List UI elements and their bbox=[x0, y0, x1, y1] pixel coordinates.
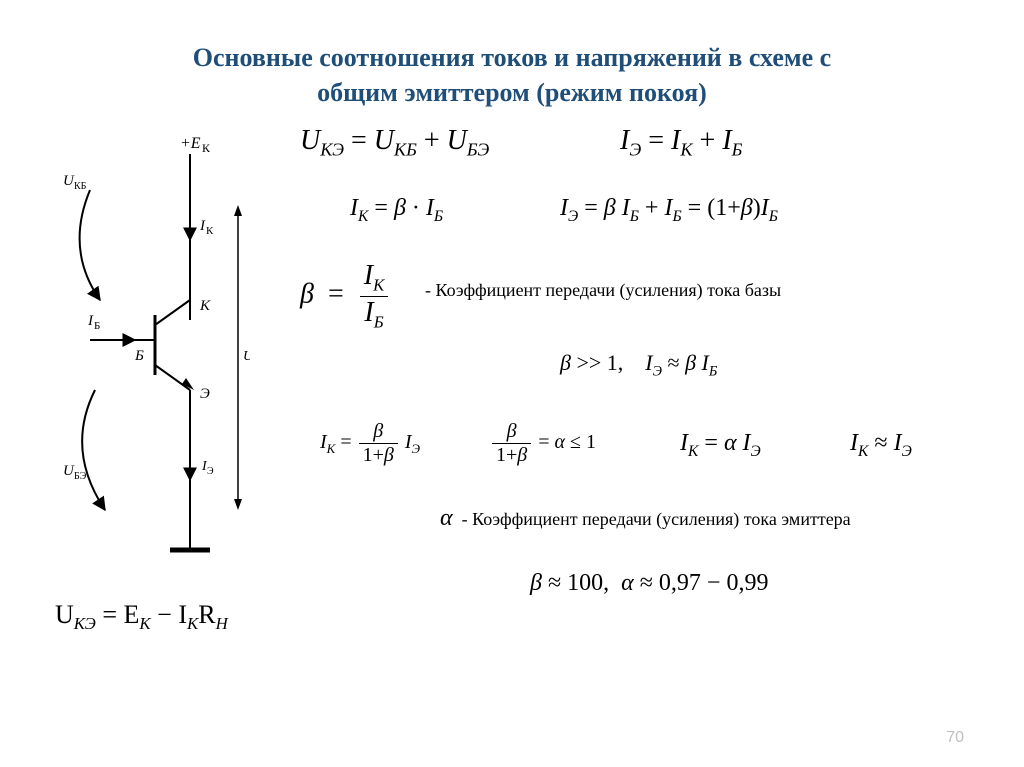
eq-alpha-def: β 1+β = α ≤ 1 bbox=[490, 420, 596, 467]
svg-text:КБ: КБ bbox=[74, 181, 87, 192]
note-alpha: α - Коэффициент передачи (усиления) тока… bbox=[440, 505, 851, 532]
eq-ik-alpha: IK = α IЭ bbox=[680, 430, 761, 461]
transistor-diagram: +E К I К U КБ I Б Б К Э U БЭ I bbox=[60, 130, 250, 590]
eq-ik-frac: IK = β 1+β IЭ bbox=[320, 420, 420, 467]
svg-text:Э: Э bbox=[200, 386, 210, 402]
svg-text:I: I bbox=[87, 313, 94, 329]
eq-ik-approx: IK ≈ IЭ bbox=[850, 430, 912, 461]
eq-beta-approx: β >> 1, IЭ ≈ β IБ bbox=[560, 350, 717, 380]
svg-text:I: I bbox=[199, 218, 206, 234]
svg-text:К: К bbox=[206, 225, 214, 237]
title-line-1: Основные соотношения токов и напряжений … bbox=[193, 43, 831, 72]
page-number: 70 bbox=[946, 729, 964, 747]
note-beta: - Коэффициент передачи (усиления) тока б… bbox=[425, 280, 781, 301]
svg-text:+E: +E bbox=[180, 135, 201, 152]
svg-text:Б: Б bbox=[134, 348, 144, 364]
eq-uke: UКЭ = UКБ + UБЭ bbox=[300, 125, 489, 161]
svg-text:К: К bbox=[202, 141, 211, 155]
eq-uke-kirchhoff: UКЭ = EK − IKRН bbox=[55, 600, 228, 634]
eq-ie-sum: IЭ = IK + IБ bbox=[620, 125, 742, 161]
svg-text:Э: Э bbox=[207, 466, 214, 477]
eq-beta-def: β = IK IБ bbox=[300, 260, 390, 332]
svg-text:К: К bbox=[199, 298, 211, 314]
title-line-2: общим эмиттером (режим покоя) bbox=[317, 78, 707, 107]
svg-text:Б: Б bbox=[94, 320, 100, 332]
svg-text:U: U bbox=[243, 349, 250, 364]
note-alpha-text: - Коэффициент передачи (усиления) тока э… bbox=[462, 509, 851, 529]
eq-ie-expand: IЭ = β IБ + IБ = (1+β)IБ bbox=[560, 195, 778, 226]
svg-text:БЭ: БЭ bbox=[74, 471, 87, 482]
eq-values: β ≈ 100, α ≈ 0,97 − 0,99 bbox=[530, 570, 768, 597]
eq-ik-beta: IK = β · IБ bbox=[350, 195, 443, 226]
content-area: +E К I К U КБ I Б Б К Э U БЭ I bbox=[0, 110, 1024, 710]
